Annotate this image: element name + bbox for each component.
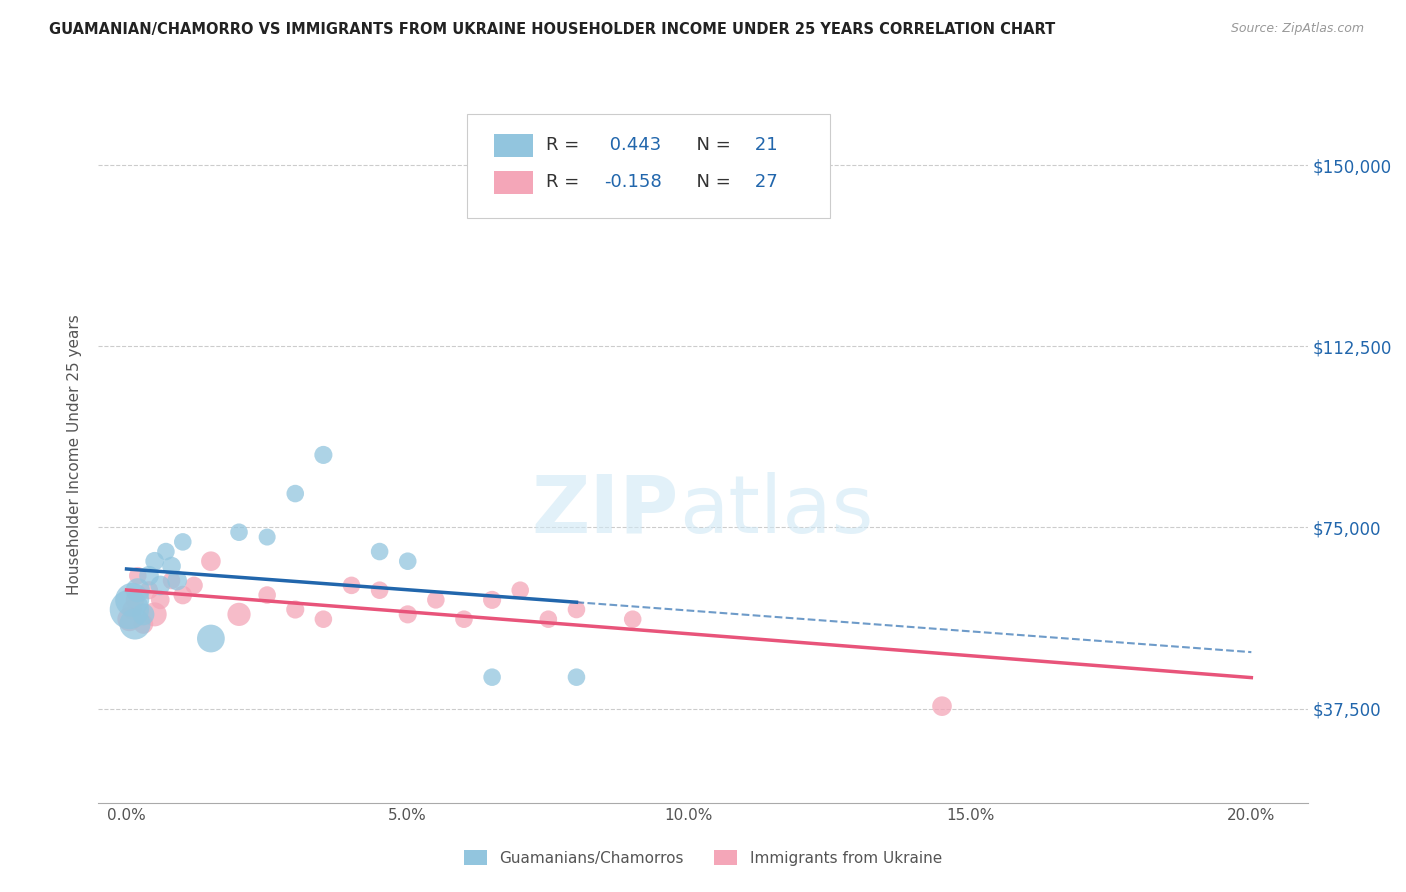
Point <box>124 617 146 632</box>
Point <box>166 574 188 588</box>
Point <box>138 568 160 582</box>
Point <box>340 578 363 592</box>
Point <box>481 592 503 607</box>
Point <box>160 559 183 574</box>
Point <box>138 583 160 598</box>
Y-axis label: Householder Income Under 25 years: Householder Income Under 25 years <box>67 315 83 595</box>
FancyBboxPatch shape <box>494 171 533 194</box>
Point <box>149 578 172 592</box>
Point <box>565 602 588 616</box>
Point <box>172 588 194 602</box>
Legend: Guamanians/Chamorros, Immigrants from Ukraine: Guamanians/Chamorros, Immigrants from Uk… <box>458 844 948 871</box>
Point <box>200 632 222 646</box>
Point <box>312 448 335 462</box>
Point <box>200 554 222 568</box>
Point <box>127 568 149 582</box>
Point <box>396 554 419 568</box>
Text: 21: 21 <box>749 136 778 154</box>
Point <box>453 612 475 626</box>
Point <box>312 612 335 626</box>
Point <box>509 583 531 598</box>
Text: Source: ZipAtlas.com: Source: ZipAtlas.com <box>1230 22 1364 36</box>
Point <box>124 592 146 607</box>
Point <box>172 534 194 549</box>
Point <box>228 525 250 540</box>
Point <box>368 583 391 598</box>
Point <box>143 607 166 622</box>
Point <box>155 544 177 558</box>
Point <box>127 583 149 598</box>
Point <box>228 607 250 622</box>
Point <box>481 670 503 684</box>
Point <box>121 602 143 616</box>
Text: GUAMANIAN/CHAMORRO VS IMMIGRANTS FROM UKRAINE HOUSEHOLDER INCOME UNDER 25 YEARS : GUAMANIAN/CHAMORRO VS IMMIGRANTS FROM UK… <box>49 22 1056 37</box>
Text: 0.443: 0.443 <box>603 136 661 154</box>
Point <box>565 670 588 684</box>
Point <box>118 602 141 616</box>
Point <box>121 592 143 607</box>
Point <box>132 617 155 632</box>
Text: atlas: atlas <box>679 472 873 549</box>
Point <box>284 486 307 500</box>
FancyBboxPatch shape <box>467 114 830 219</box>
Point <box>368 544 391 558</box>
Text: R =: R = <box>546 173 585 191</box>
Point <box>132 607 155 622</box>
Point <box>149 592 172 607</box>
Point <box>256 588 278 602</box>
Point <box>118 612 141 626</box>
Point <box>621 612 644 626</box>
Point <box>396 607 419 622</box>
Text: 27: 27 <box>749 173 778 191</box>
Text: R =: R = <box>546 136 585 154</box>
Point <box>160 574 183 588</box>
Point <box>143 554 166 568</box>
Point <box>183 578 205 592</box>
Text: N =: N = <box>685 173 737 191</box>
Point <box>284 602 307 616</box>
Text: -0.158: -0.158 <box>603 173 662 191</box>
Text: ZIP: ZIP <box>531 472 679 549</box>
Point <box>256 530 278 544</box>
FancyBboxPatch shape <box>494 134 533 157</box>
Text: N =: N = <box>685 136 737 154</box>
Point <box>537 612 560 626</box>
Point <box>425 592 447 607</box>
Point <box>931 699 953 714</box>
